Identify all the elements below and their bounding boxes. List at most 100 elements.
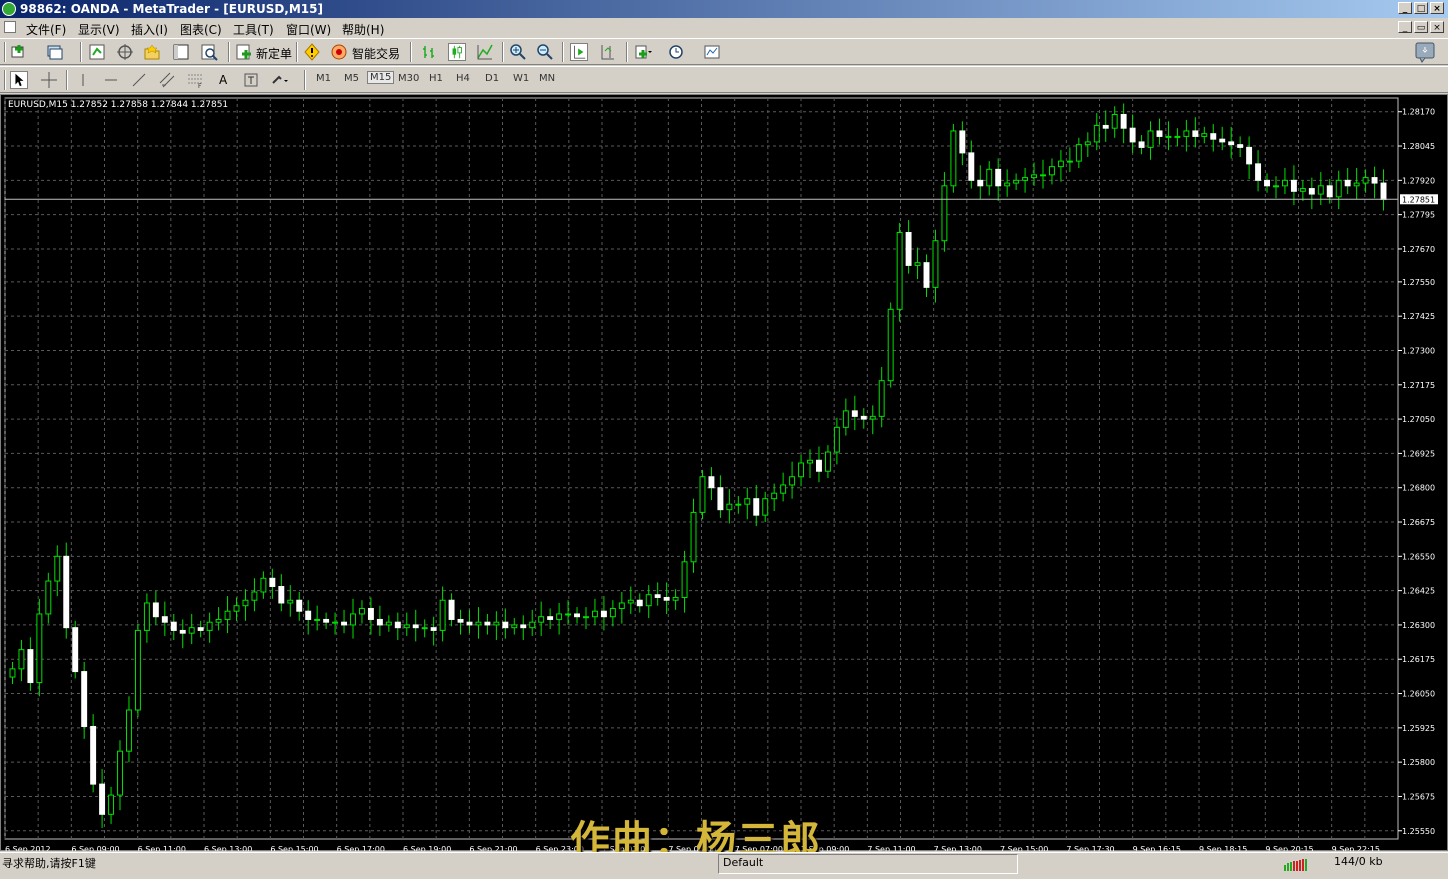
- new-order-button[interactable]: 新定单: [256, 47, 293, 61]
- candle-body: [923, 262, 930, 288]
- candlestick-chart-icon[interactable]: [448, 43, 466, 61]
- candle-body: [1273, 185, 1279, 188]
- candle-body: [224, 610, 231, 620]
- navigator-icon[interactable]: [143, 43, 161, 61]
- templates-icon[interactable]: [704, 43, 722, 61]
- x-tick-label: 9 Sep 20:15: [1265, 845, 1313, 851]
- mdi-minimize-button[interactable]: _: [1398, 21, 1412, 33]
- timeframe-mn[interactable]: MN: [539, 73, 556, 84]
- line-chart-icon[interactable]: [476, 43, 494, 61]
- maximize-button[interactable]: □: [1414, 2, 1428, 14]
- candle-body: [108, 794, 115, 815]
- timeframe-m1[interactable]: M1: [316, 73, 331, 84]
- chart-shift-icon[interactable]: [598, 43, 616, 61]
- menu-tools[interactable]: 工具(T): [233, 23, 274, 37]
- arrows-icon[interactable]: [270, 71, 288, 89]
- candle-body: [134, 629, 141, 711]
- indicators-icon[interactable]: [634, 43, 652, 61]
- horizontal-line-icon[interactable]: [102, 71, 120, 89]
- market-watch-icon[interactable]: [88, 43, 106, 61]
- candle-body: [717, 487, 724, 511]
- candle-body: [816, 459, 822, 472]
- candle-body: [323, 618, 330, 623]
- candle-body: [914, 262, 921, 266]
- autoscroll-icon[interactable]: [570, 43, 588, 61]
- candle-body: [90, 725, 97, 785]
- y-tick-label: 1.25925: [1402, 724, 1435, 733]
- candle-body: [672, 596, 679, 601]
- toolbar-separator: [626, 42, 628, 62]
- zoom-out-icon[interactable]: [536, 43, 554, 61]
- timeframe-w1[interactable]: W1: [513, 73, 530, 84]
- candle-body: [1129, 127, 1136, 143]
- menu-insert[interactable]: 插入(I): [131, 23, 168, 37]
- data-window-icon[interactable]: [116, 43, 134, 61]
- new-chart-icon[interactable]: [10, 43, 28, 61]
- periods-clock-icon[interactable]: [668, 43, 686, 61]
- timeframe-m5[interactable]: M5: [344, 73, 359, 84]
- timeframe-m30[interactable]: M30: [398, 73, 420, 84]
- timeframe-d1[interactable]: D1: [485, 73, 500, 84]
- trendline-icon[interactable]: [130, 71, 148, 89]
- candle-body: [1264, 179, 1270, 187]
- candle-body: [1084, 141, 1091, 146]
- minimize-button[interactable]: _: [1398, 2, 1412, 14]
- text-label-icon[interactable]: [242, 71, 260, 89]
- y-tick-label: 1.26425: [1402, 587, 1435, 596]
- cursor-icon[interactable]: [10, 71, 28, 89]
- timeframe-h4[interactable]: H4: [456, 73, 470, 84]
- crosshair-icon[interactable]: [40, 71, 58, 89]
- candle-body: [538, 616, 545, 623]
- candle-body: [681, 561, 688, 598]
- menu-charts[interactable]: 图表(C): [180, 23, 222, 37]
- new-order-icon[interactable]: [235, 43, 253, 61]
- text-tool-icon[interactable]: A: [219, 73, 228, 87]
- chart-window-icon[interactable]: [4, 21, 16, 33]
- candle-body: [896, 231, 903, 310]
- smart-trade-button[interactable]: 智能交易: [352, 47, 401, 61]
- y-tick-label: 1.27175: [1402, 381, 1435, 390]
- x-tick-label: 6 Sep 21:00: [469, 845, 517, 851]
- menu-help[interactable]: 帮助(H): [342, 23, 385, 37]
- candle-body: [1066, 160, 1073, 163]
- candle-body: [1317, 185, 1324, 195]
- menu-window[interactable]: 窗口(W): [286, 23, 332, 37]
- strategy-tester-icon[interactable]: [200, 43, 218, 61]
- traffic-counter: 144/0 kb: [1334, 855, 1383, 868]
- x-tick-label: 7 Sep 11:00: [867, 845, 915, 851]
- candle-body: [1362, 177, 1369, 184]
- terminal-icon[interactable]: [172, 43, 190, 61]
- mdi-controls: _ ▭ ×: [1398, 21, 1444, 33]
- vertical-line-icon[interactable]: [74, 71, 92, 89]
- candle-body: [744, 498, 751, 505]
- candle-body: [1344, 179, 1351, 187]
- timeframe-h1[interactable]: H1: [429, 73, 443, 84]
- mdi-restore-button[interactable]: ▭: [1414, 21, 1428, 33]
- x-tick-label: 6 Sep 13:00: [204, 845, 252, 851]
- expert-advisors-icon[interactable]: [330, 43, 348, 61]
- messages-icon[interactable]: [1414, 41, 1436, 63]
- y-tick-label: 1.26175: [1402, 655, 1435, 664]
- bar-chart-icon[interactable]: [420, 43, 438, 61]
- candle-body: [1219, 138, 1226, 143]
- timeframe-m15[interactable]: M15: [367, 71, 395, 84]
- candle-body: [1210, 133, 1217, 140]
- zoom-in-icon[interactable]: [509, 43, 527, 61]
- candle-body: [332, 621, 339, 624]
- x-tick-label: 6 Sep 23:00: [536, 845, 584, 851]
- candle-body: [950, 130, 957, 187]
- profiles-icon[interactable]: [46, 43, 64, 61]
- chart-window[interactable]: [0, 94, 1448, 851]
- candle-body: [1380, 182, 1387, 201]
- candlestick-chart[interactable]: 1.28170 1.28045 1.27920 1.27795 1.27670 1.275…: [0, 94, 1448, 851]
- mdi-close-button[interactable]: ×: [1430, 21, 1444, 33]
- candle-body: [1308, 188, 1315, 195]
- menu-view[interactable]: 显示(V): [78, 23, 120, 37]
- candle-body: [627, 599, 634, 604]
- equidistant-channel-icon[interactable]: [158, 71, 176, 89]
- metaeditor-icon[interactable]: [303, 43, 321, 61]
- fibonacci-icon[interactable]: F: [186, 71, 204, 89]
- close-button[interactable]: ×: [1430, 2, 1444, 14]
- menu-file[interactable]: 文件(F): [26, 23, 67, 37]
- current-price-label: 1.27851: [1402, 195, 1435, 204]
